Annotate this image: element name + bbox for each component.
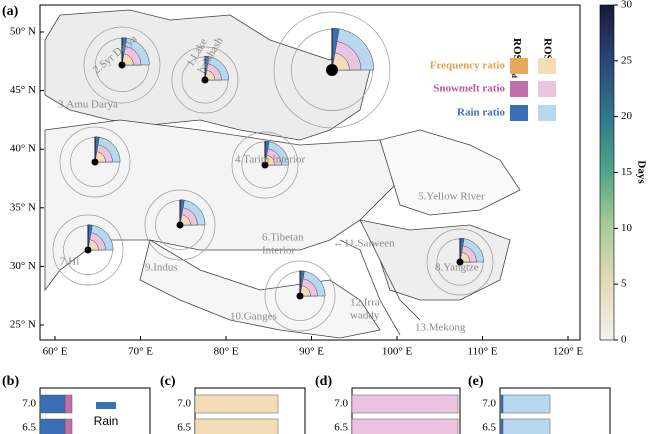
legend-swatch	[510, 81, 528, 97]
lon-label: 90° E	[299, 346, 324, 358]
panel-label: (a)	[2, 4, 19, 19]
glyph-center	[176, 221, 184, 229]
basin-label: Interior	[262, 245, 295, 257]
legend-swatch	[96, 402, 116, 409]
lat-label: 25° N	[10, 319, 36, 331]
colorbar-tick-label: 25	[621, 54, 633, 66]
lon-label: 100° E	[382, 346, 413, 358]
basin-boundary	[339, 239, 421, 336]
legend-header: ROS	[511, 38, 523, 61]
glyph-ring	[426, 228, 494, 296]
basin-area	[379, 129, 521, 216]
lat-label: 50° N	[10, 26, 36, 38]
bar	[499, 394, 504, 414]
panel-label: (b)	[2, 374, 19, 389]
basin-label: 4.Tarim Interior	[235, 154, 305, 166]
y-tick-label: 6.5	[177, 422, 191, 434]
lat-label: 40° N	[10, 143, 36, 155]
y-tick-label: 7.0	[177, 398, 191, 410]
bar	[499, 418, 504, 434]
glyph-ring	[231, 131, 299, 199]
colorbar-tick-label: 15	[621, 166, 633, 178]
legend-swatch	[538, 105, 556, 121]
glyph-center	[261, 161, 269, 169]
lon-label: 60° E	[43, 346, 68, 358]
lat-label: 35° N	[10, 201, 36, 213]
glyph-ring	[144, 189, 216, 261]
y-tick-label: 6.5	[482, 422, 496, 434]
basin-label: 7.Hi	[60, 256, 79, 268]
colorbar-title: Days	[635, 160, 647, 184]
glyph-center	[84, 246, 92, 254]
lat-label: 30° N	[10, 260, 36, 272]
basin-area	[139, 239, 381, 339]
bar	[502, 394, 551, 414]
colorbar	[599, 4, 615, 341]
legend-swatch	[538, 58, 556, 74]
legend-swatch	[538, 81, 556, 97]
basin-label: 10.Ganges	[230, 311, 277, 323]
basin-label: 13.Mekong	[415, 322, 466, 334]
y-tick-label: 7.0	[22, 398, 36, 410]
basin-label: 12.Irra	[350, 297, 380, 309]
glyph-ring	[171, 46, 239, 114]
colorbar-tick-label: 20	[621, 110, 633, 122]
basin-label: 5.Yellow River	[418, 191, 485, 203]
bar	[351, 394, 459, 414]
lon-label: 70° E	[128, 346, 153, 358]
glyph-center	[296, 292, 304, 300]
y-tick-label: 7.0	[482, 398, 496, 410]
bar	[39, 394, 66, 414]
legend-swatch	[510, 58, 528, 74]
lat-label: 45° N	[10, 84, 36, 96]
bar	[502, 418, 551, 434]
panel-label: (c)	[160, 374, 176, 389]
bar	[351, 418, 459, 434]
panel-label: (d)	[315, 374, 332, 389]
basin-label: 6.Tibetan	[262, 232, 304, 244]
bar	[194, 418, 279, 434]
glyph-ring	[52, 214, 124, 286]
y-tick-label: 6.5	[22, 422, 36, 434]
colorbar-tick-label: 10	[621, 222, 633, 234]
glyph-ring	[83, 26, 161, 104]
colorbar-tick-label: 30	[621, 0, 633, 11]
legend-label: Snowmelt ratio	[433, 83, 505, 95]
lon-label: 120° E	[553, 346, 584, 358]
legend-label: Rain	[94, 414, 119, 428]
glyph-center	[326, 64, 338, 76]
legend-label: Frequency ratio	[430, 60, 506, 72]
basin-area	[44, 119, 401, 292]
basin-label: 3.Amu Darya	[58, 99, 118, 111]
glyph-ring	[273, 11, 391, 129]
legend-label: Rain ratio	[457, 107, 505, 119]
bar	[194, 394, 279, 414]
colorbar-tick-label: 0	[621, 334, 627, 346]
glyph-ring	[59, 126, 131, 198]
bar	[39, 418, 66, 434]
bar	[64, 418, 73, 434]
basin-label: 8.Yangtze	[435, 262, 479, 274]
glyph-center	[201, 76, 209, 84]
bar	[64, 394, 73, 414]
y-tick-label: 7.0	[334, 398, 348, 410]
glyph-center	[118, 61, 126, 69]
glyph-center	[91, 158, 99, 166]
y-tick-label: 6.5	[334, 422, 348, 434]
glyph-ring	[264, 260, 336, 332]
basin-label: waddy	[350, 310, 380, 322]
colorbar-tick-label: 5	[621, 278, 627, 290]
basin-label: 9.Indus	[145, 262, 178, 274]
basin-label: ←11.Salween	[333, 238, 395, 250]
legend-header: ROS	[541, 38, 553, 61]
glyph-center	[456, 258, 464, 266]
lon-label: 110° E	[468, 346, 498, 358]
basin-area	[359, 219, 511, 301]
lon-label: 80° E	[214, 346, 239, 358]
panel-label: (e)	[468, 374, 484, 389]
legend-swatch	[510, 105, 528, 121]
